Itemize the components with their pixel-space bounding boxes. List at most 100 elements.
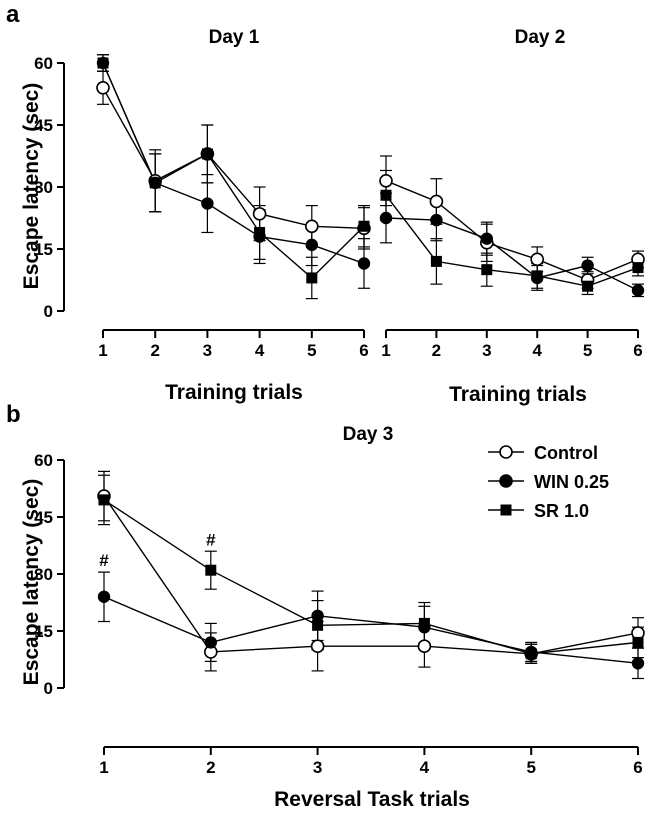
y-tick-label-day-3-0: 0 [44,679,53,698]
data-point-day-3-control-4 [417,639,432,654]
data-point-day-3-control-3 [310,639,325,654]
x-tick-label-day-3-2: 2 [206,758,215,777]
data-point-day-1-win-0-25-5 [305,238,318,252]
y-tick-label-day-1-60: 60 [34,54,53,73]
data-point-day-2-sr-1-0-5 [582,280,594,292]
x-tick-label-day-3-6: 6 [633,758,642,777]
series-line-day-1-sr-1-0 [102,62,365,279]
data-point-day-1-sr-1-0-6 [358,220,370,232]
data-point-day-3-win-0-25-3 [311,609,324,622]
x-tick-label-day-3-4: 4 [420,758,430,777]
series-line-day-2-win-0-25 [385,217,639,291]
data-point-day-1-sr-1-0-3 [201,148,213,160]
y-tick-label-day-3-15: 15 [34,622,53,641]
legend-label-control: Control [534,443,598,463]
y-tick-label-day-3-60: 60 [34,451,53,470]
legend-label-win: WIN 0.25 [534,472,609,492]
data-point-day-3-win-0-25-2 [204,636,218,649]
x-axis-title-day-1: Training trials [165,381,303,404]
chart-title-day-2: Day 2 [515,27,566,48]
y-tick-label-day-1-45: 45 [34,116,53,135]
x-tick-label-day-2-1: 1 [381,341,390,360]
data-point-day-3-sr-1-0-4 [418,617,430,629]
data-point-day-1-sr-1-0-4 [254,226,266,238]
data-point-day-1-sr-1-0-1 [97,57,109,69]
series-line-day-3-control [103,495,639,655]
y-axis-title-top: Escape latency (sec) [20,83,43,290]
y-tick-label-day-3-30: 30 [34,565,53,584]
x-tick-label-day-3-1: 1 [99,758,108,777]
x-tick-label-day-1-5: 5 [307,341,316,360]
x-tick-label-day-3-5: 5 [526,758,535,777]
data-point-day-3-sr-1-0-5 [525,648,537,660]
data-point-day-2-sr-1-0-4 [531,270,543,282]
x-tick-label-day-2-3: 3 [482,341,491,360]
data-point-day-2-win-0-25-2 [430,213,443,227]
data-point-day-2-control-1 [379,174,393,188]
series-line-day-1-win-0-25 [102,62,365,265]
y-tick-label-day-1-30: 30 [34,178,53,197]
data-point-day-1-win-0-25-6 [357,257,371,270]
series-line-day-3-win-0-25 [103,596,639,664]
y-tick-label-day-3-45: 45 [34,508,53,527]
x-tick-label-day-3-3: 3 [313,758,322,777]
data-point-day-1-control-5 [304,219,319,234]
x-tick-label-day-1-4: 4 [255,341,265,360]
data-point-day-2-control-4 [530,252,545,267]
legend-marker-win [499,474,513,488]
data-point-day-2-sr-1-0-2 [430,255,442,267]
data-point-day-2-win-0-25-3 [480,232,493,245]
series-line-day-1-control [102,87,365,230]
x-tick-label-day-1-1: 1 [98,341,107,360]
legend-marker-sr [500,504,512,516]
data-point-day-2-win-0-25-1 [379,211,393,225]
legend: Control WIN 0.25 SR 1.0 [488,443,609,521]
x-tick-label-day-1-3: 3 [203,341,212,360]
annotation-day-3-1: # [206,530,216,549]
data-point-day-3-sr-1-0-6 [632,636,644,648]
data-point-day-2-sr-1-0-1 [380,189,392,201]
x-tick-label-day-2-6: 6 [633,341,642,360]
data-point-day-2-control-2 [429,194,444,209]
y-axis-title-bottom: Escape latency (sec) [20,479,43,686]
x-tick-label-day-1-2: 2 [150,341,159,360]
series-line-day-3-sr-1-0 [103,499,639,655]
data-point-day-2-sr-1-0-6 [632,262,644,274]
data-point-day-1-control-1 [96,81,110,95]
data-point-day-3-sr-1-0-1 [98,494,110,506]
y-tick-label-day-1-15: 15 [34,240,53,259]
data-point-day-2-win-0-25-5 [581,259,594,272]
y-tick-label-day-1-0: 0 [44,302,53,321]
panel-day-1: a Day 1 Escape latency (sec) Training tr… [6,1,371,404]
data-point-day-3-sr-1-0-3 [312,619,324,631]
chart-title-day-1: Day 1 [209,27,260,48]
legend-marker-control [499,445,513,459]
x-tick-label-day-2-4: 4 [532,341,542,360]
annotation-day-3-0: # [99,551,109,570]
data-point-day-2-win-0-25-6 [631,284,645,297]
panel-letter-b: b [6,401,21,428]
x-axis-title-day-2: Training trials [449,383,587,406]
x-tick-label-day-1-6: 6 [359,341,368,360]
legend-label-sr: SR 1.0 [534,501,589,521]
legend-item-win: WIN 0.25 [488,472,609,492]
x-axis-title-day-3: Reversal Task trials [274,788,470,811]
data-point-day-2-sr-1-0-3 [481,264,493,276]
data-point-day-3-sr-1-0-2 [205,564,217,576]
panel-letter-a: a [6,1,20,28]
plot-area-day-2: 1 2 3 4 5 6 [379,155,645,360]
series-line-day-2-control [385,180,639,281]
series-line-day-2-sr-1-0 [385,194,639,287]
x-tick-label-day-2-2: 2 [432,341,441,360]
data-point-day-3-win-0-25-1 [97,590,111,603]
data-point-day-1-win-0-25-3 [201,197,214,210]
panel-day-2: Day 2 Training trials 1 2 3 4 5 6 [379,27,645,406]
data-point-day-3-win-0-25-6 [631,657,645,670]
panel-day-3: b Day 3 Escape latency (sec) Reversal Ta… [6,401,645,811]
x-tick-label-day-2-5: 5 [583,341,592,360]
data-point-day-1-sr-1-0-5 [306,272,318,284]
legend-item-sr: SR 1.0 [488,501,589,521]
